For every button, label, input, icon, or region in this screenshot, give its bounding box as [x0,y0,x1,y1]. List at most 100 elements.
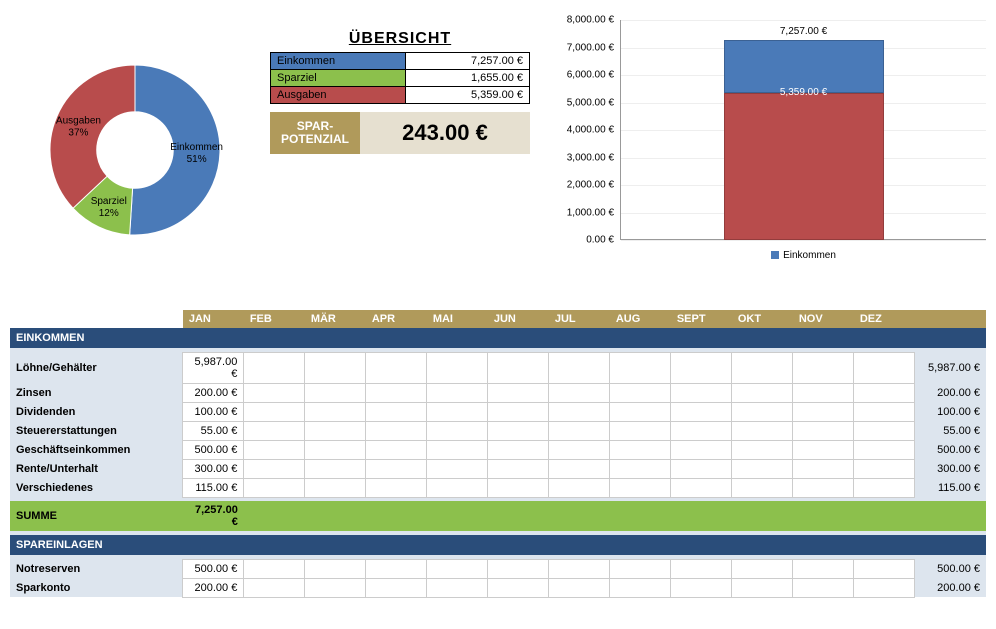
cell-empty[interactable] [366,440,427,459]
cell-empty[interactable] [793,421,854,440]
cell-empty[interactable] [732,421,793,440]
cell-empty[interactable] [793,352,854,383]
cell-empty[interactable] [549,578,610,597]
cell-empty[interactable] [610,559,671,578]
cell-empty[interactable] [366,559,427,578]
cell-empty[interactable] [854,578,915,597]
cell-empty[interactable] [488,352,549,383]
cell-empty[interactable] [427,578,488,597]
cell-empty[interactable] [427,352,488,383]
cell-empty[interactable] [244,440,305,459]
cell-empty[interactable] [610,478,671,497]
cell-empty[interactable] [244,478,305,497]
cell-empty[interactable] [305,402,366,421]
cell-empty[interactable] [793,402,854,421]
cell-empty[interactable] [488,383,549,402]
cell-empty[interactable] [488,559,549,578]
cell-value[interactable]: 55.00 € [183,421,244,440]
cell-empty[interactable] [427,421,488,440]
cell-empty[interactable] [610,440,671,459]
cell-empty[interactable] [305,421,366,440]
cell-empty[interactable] [671,478,732,497]
cell-empty[interactable] [854,421,915,440]
cell-empty[interactable] [244,402,305,421]
cell-empty[interactable] [854,440,915,459]
cell-empty[interactable] [793,478,854,497]
cell-empty[interactable] [793,459,854,478]
cell-empty[interactable] [549,478,610,497]
cell-empty[interactable] [549,440,610,459]
cell-empty[interactable] [671,459,732,478]
cell-empty[interactable] [854,383,915,402]
cell-empty[interactable] [671,578,732,597]
cell-empty[interactable] [671,402,732,421]
cell-value[interactable]: 100.00 € [183,402,244,421]
cell-empty[interactable] [671,352,732,383]
cell-value[interactable]: 200.00 € [183,383,244,402]
cell-empty[interactable] [732,478,793,497]
cell-empty[interactable] [549,559,610,578]
cell-empty[interactable] [305,578,366,597]
cell-empty[interactable] [732,352,793,383]
cell-empty[interactable] [732,402,793,421]
cell-empty[interactable] [305,352,366,383]
cell-empty[interactable] [793,440,854,459]
cell-empty[interactable] [366,578,427,597]
cell-empty[interactable] [366,478,427,497]
cell-empty[interactable] [244,578,305,597]
cell-empty[interactable] [610,459,671,478]
cell-empty[interactable] [793,559,854,578]
cell-empty[interactable] [244,459,305,478]
cell-empty[interactable] [427,559,488,578]
cell-value[interactable]: 300.00 € [183,459,244,478]
cell-empty[interactable] [732,578,793,597]
cell-empty[interactable] [305,478,366,497]
cell-empty[interactable] [366,459,427,478]
cell-empty[interactable] [793,383,854,402]
cell-empty[interactable] [366,352,427,383]
cell-empty[interactable] [732,459,793,478]
cell-empty[interactable] [671,440,732,459]
cell-empty[interactable] [427,402,488,421]
cell-empty[interactable] [854,478,915,497]
cell-empty[interactable] [366,421,427,440]
cell-empty[interactable] [488,478,549,497]
cell-empty[interactable] [549,421,610,440]
cell-value[interactable]: 5,987.00 € [183,352,244,383]
cell-empty[interactable] [854,559,915,578]
cell-value[interactable]: 115.00 € [183,478,244,497]
cell-empty[interactable] [488,459,549,478]
cell-value[interactable]: 500.00 € [183,559,244,578]
cell-empty[interactable] [305,383,366,402]
cell-empty[interactable] [305,459,366,478]
cell-empty[interactable] [244,559,305,578]
cell-empty[interactable] [732,440,793,459]
cell-empty[interactable] [854,352,915,383]
cell-empty[interactable] [427,478,488,497]
cell-empty[interactable] [305,559,366,578]
cell-empty[interactable] [488,440,549,459]
cell-empty[interactable] [244,352,305,383]
cell-empty[interactable] [793,578,854,597]
cell-empty[interactable] [427,459,488,478]
cell-value[interactable]: 500.00 € [183,440,244,459]
cell-empty[interactable] [732,383,793,402]
cell-empty[interactable] [549,383,610,402]
cell-empty[interactable] [366,383,427,402]
cell-empty[interactable] [427,440,488,459]
cell-empty[interactable] [488,402,549,421]
cell-empty[interactable] [854,459,915,478]
cell-empty[interactable] [671,383,732,402]
cell-empty[interactable] [671,421,732,440]
cell-empty[interactable] [732,559,793,578]
cell-empty[interactable] [549,402,610,421]
cell-empty[interactable] [610,421,671,440]
cell-empty[interactable] [610,578,671,597]
cell-empty[interactable] [610,352,671,383]
cell-empty[interactable] [610,383,671,402]
cell-value[interactable]: 200.00 € [183,578,244,597]
cell-empty[interactable] [488,578,549,597]
cell-empty[interactable] [427,383,488,402]
cell-empty[interactable] [854,402,915,421]
cell-empty[interactable] [244,383,305,402]
